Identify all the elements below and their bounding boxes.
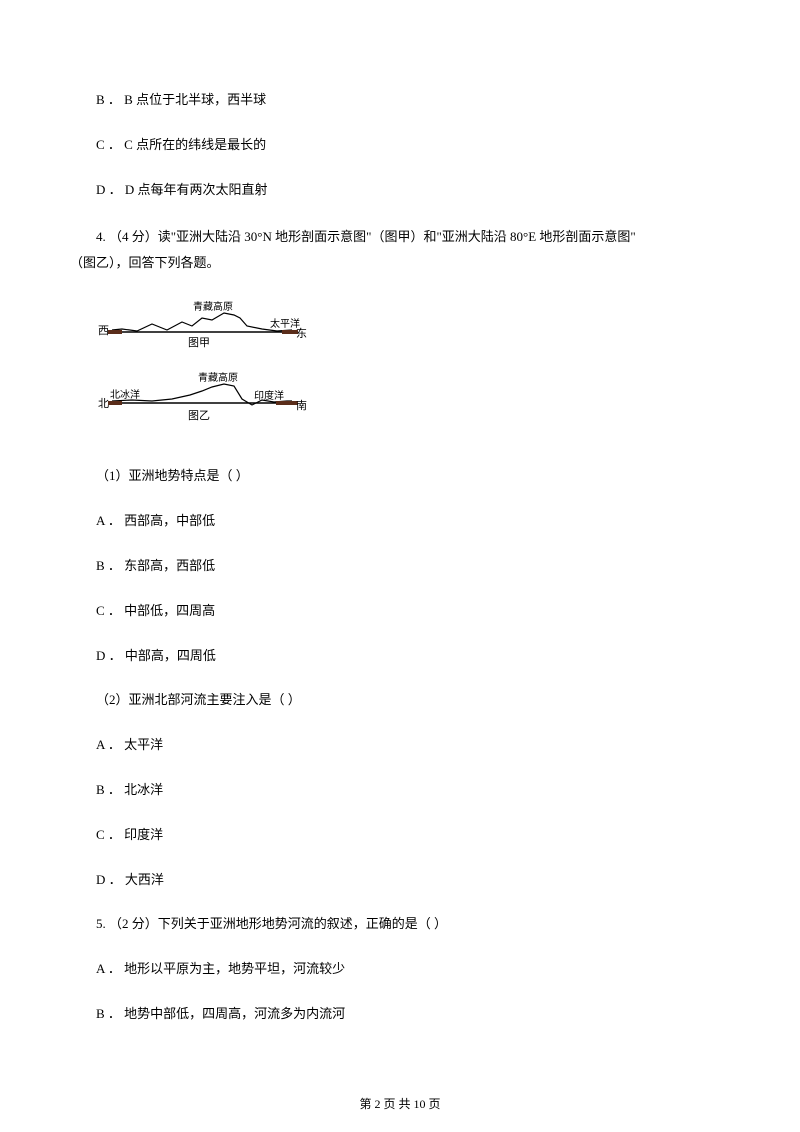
q4-sub1-a: A ． 西部高，中部低 xyxy=(70,511,730,532)
d1-profile-line xyxy=(112,313,292,331)
d2-left-marker xyxy=(108,401,122,405)
diagram-yi: 北 北冰洋 青藏高原 印度洋 南 图乙 xyxy=(98,371,730,438)
q4-sub2-b: B ． 北冰洋 xyxy=(70,780,730,801)
q4-sub1-d: D ． 中部高，四周低 xyxy=(70,646,730,667)
d2-right-label: 南 xyxy=(296,399,307,412)
q4-sub1-c: C ． 中部低，四周高 xyxy=(70,601,730,622)
diagram-jia: 西 青藏高原 太平洋 东 图甲 xyxy=(98,300,730,365)
q5-b: B ． 地势中部低，四周高，河流多为内流河 xyxy=(70,1004,730,1025)
q4-sub2-prompt: （2）亚洲北部河流主要注入是（ ） xyxy=(70,690,730,711)
d1-caption: 图甲 xyxy=(188,336,210,349)
q5-a: A ． 地形以平原为主，地势平坦，河流较少 xyxy=(70,959,730,980)
prior-option-c: C ． C 点所在的纬线是最长的 xyxy=(70,135,730,156)
q5-prompt: 5. （2 分）下列关于亚洲地形地势河流的叙述，正确的是（ ） xyxy=(70,914,730,935)
d2-top-label: 青藏高原 xyxy=(198,371,238,384)
q4-intro-line1: 4. （4 分）读"亚洲大陆沿 30°N 地形剖面示意图"（图甲）和"亚洲大陆沿… xyxy=(70,224,730,250)
q4-sub2-d: D ． 大西洋 xyxy=(70,870,730,891)
q4-sub2-c: C ． 印度洋 xyxy=(70,825,730,846)
q4-sub2-a: A ． 太平洋 xyxy=(70,735,730,756)
d1-left-label: 西 xyxy=(98,325,109,337)
prior-option-d: D ． D 点每年有两次太阳直射 xyxy=(70,180,730,201)
d1-left-marker xyxy=(108,330,122,334)
q4-sub1-b: B ． 东部高，西部低 xyxy=(70,556,730,577)
q4-intro-line2: （图乙），回答下列各题。 xyxy=(70,250,730,276)
d2-right-sub: 印度洋 xyxy=(254,389,284,402)
d1-top-label: 青藏高原 xyxy=(193,300,233,313)
d1-right-label: 东 xyxy=(296,327,307,340)
page-footer: 第 2 页 共 10 页 xyxy=(0,1095,800,1112)
prior-option-b: B ． B 点位于北半球，西半球 xyxy=(70,90,730,111)
d2-left-sub: 北冰洋 xyxy=(110,388,140,401)
d2-left-label: 北 xyxy=(98,397,109,410)
d2-caption: 图乙 xyxy=(188,409,210,422)
profile-diagrams: 西 青藏高原 太平洋 东 图甲 北 北冰洋 青藏高原 印度洋 xyxy=(98,300,730,438)
q4-intro: 4. （4 分）读"亚洲大陆沿 30°N 地形剖面示意图"（图甲）和"亚洲大陆沿… xyxy=(70,224,730,276)
q4-sub1-prompt: （1）亚洲地势特点是（ ） xyxy=(70,466,730,487)
